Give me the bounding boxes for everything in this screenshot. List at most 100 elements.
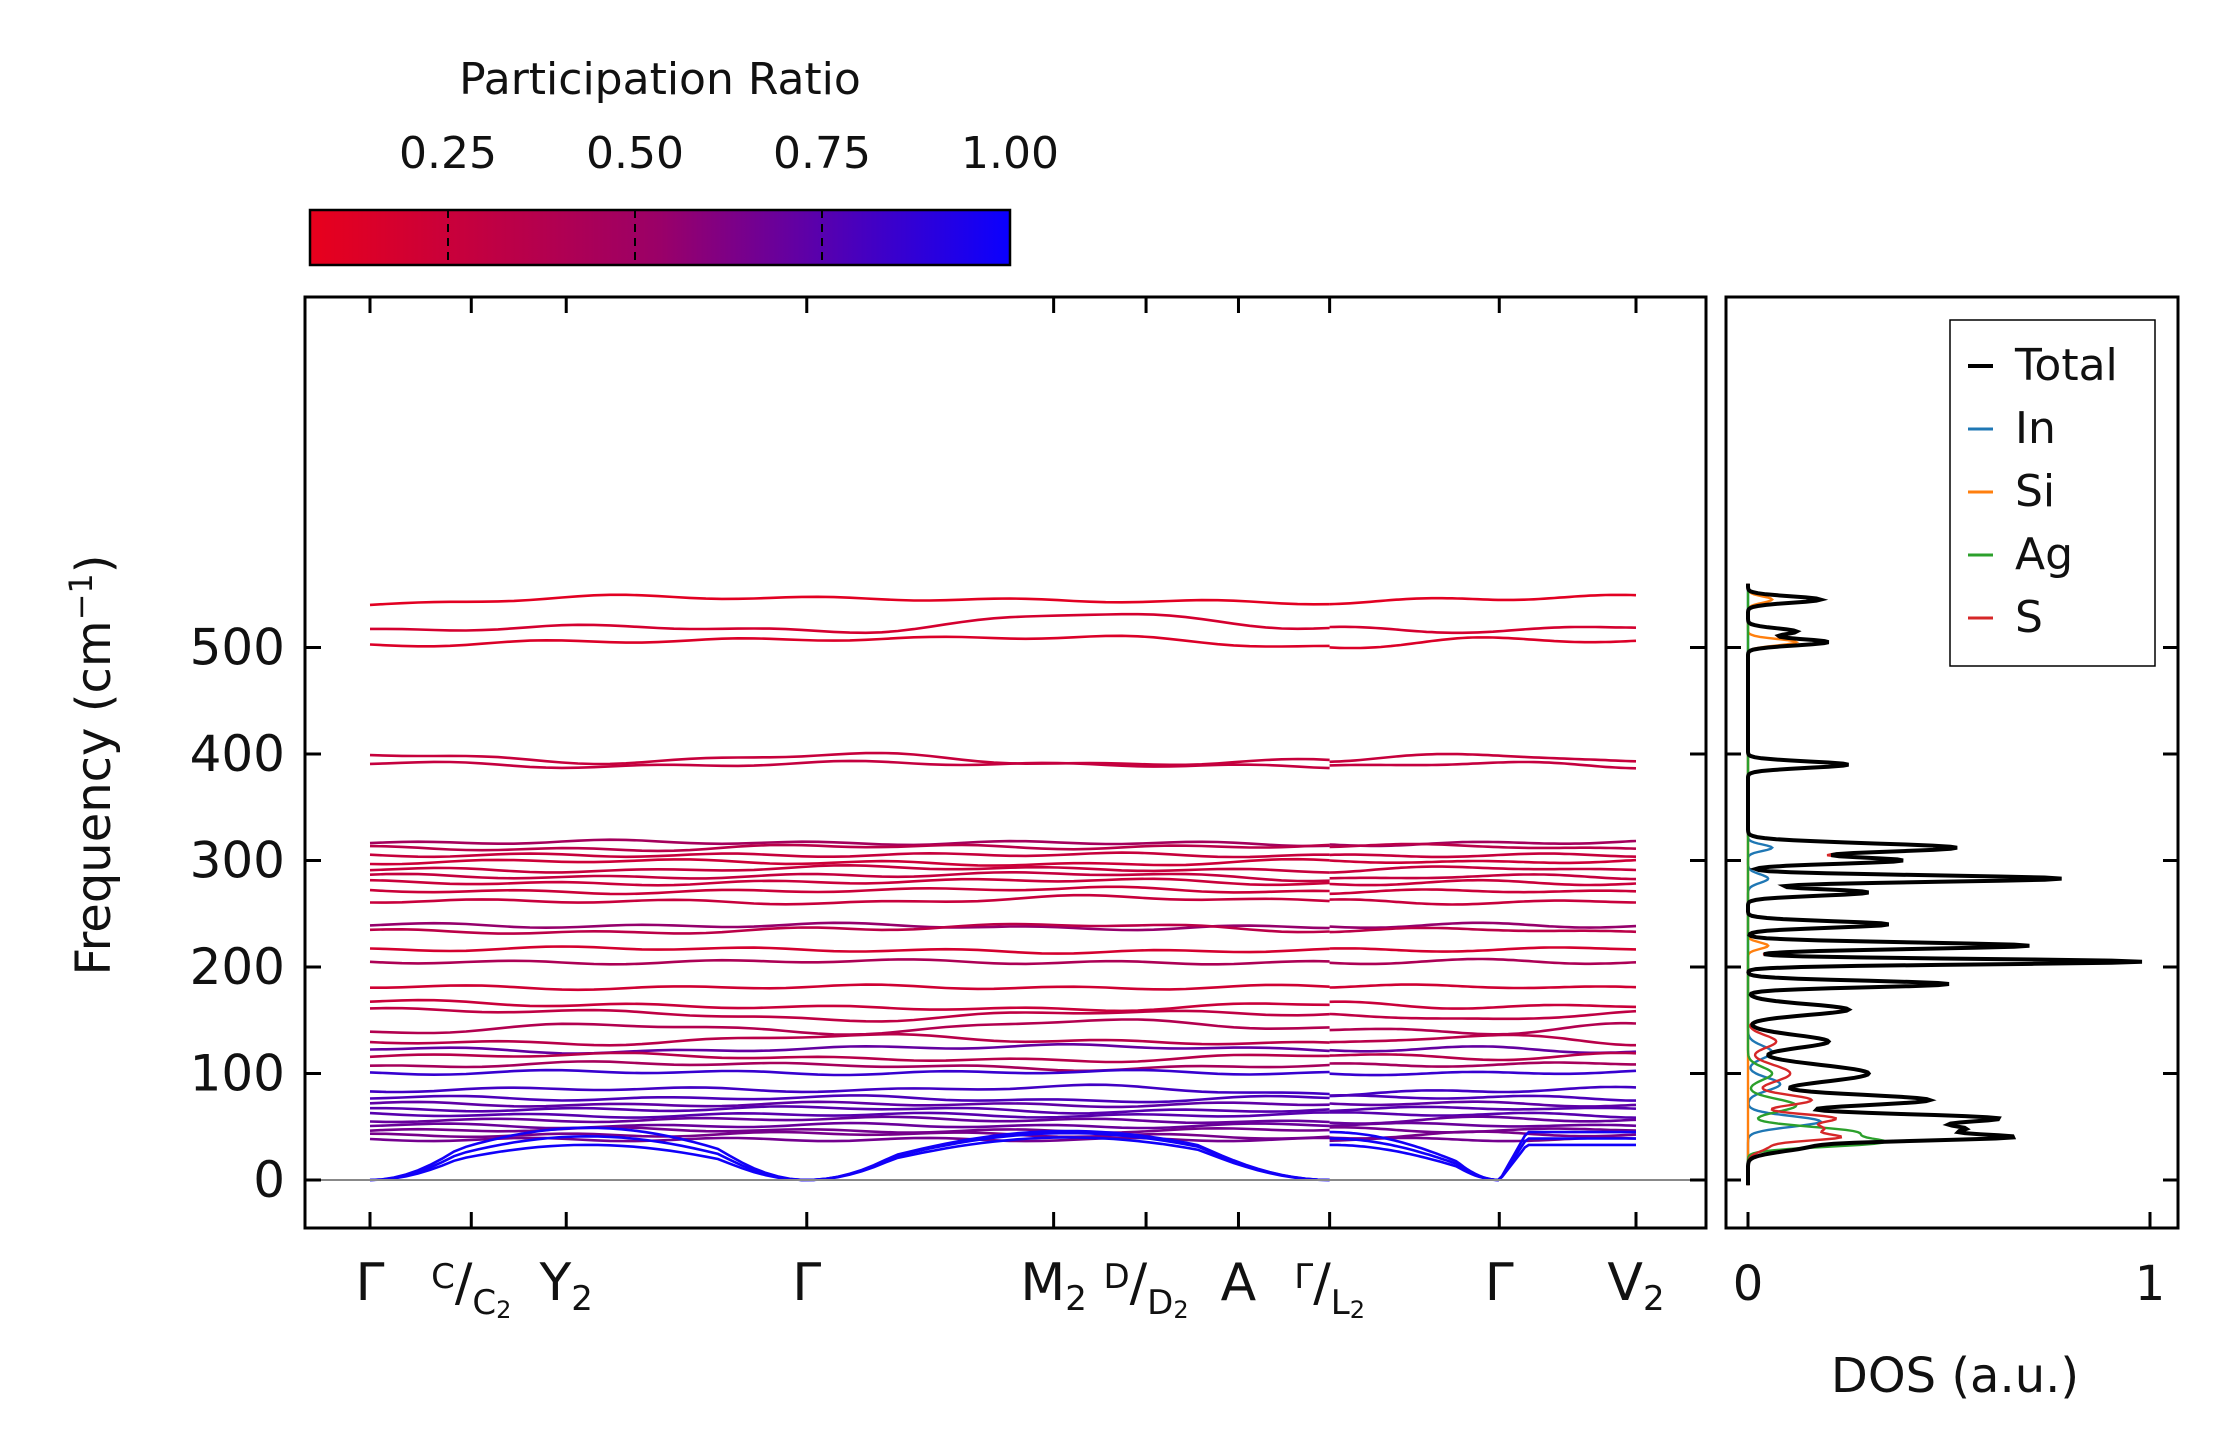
dos-axes-frame [1724,295,2180,1230]
band-axes-frame [303,295,1708,1230]
x-tick-label: A [1221,1253,1257,1313]
phonon-band [1329,1085,1637,1098]
phonon-band [369,1121,1330,1130]
phonon-band [370,983,1330,992]
y-tick-label: 300 [190,832,285,890]
phonon-bands [369,593,1637,1182]
phonon-band [1329,858,1637,865]
phonon-band [370,1105,1330,1115]
legend-label: Total [2014,340,2118,391]
x-tick-label: Γ [356,1253,385,1313]
phonon-band [1329,983,1637,990]
x-tick-label: C/C2 [431,1253,511,1324]
phonon-band [1329,926,1637,934]
colorbar-label: Participation Ratio [459,54,861,105]
phonon-band [1329,878,1637,887]
phonon-band [1329,593,1637,606]
phonon-band [1329,1061,1636,1068]
dos-x-axis-label: DOS (a.u.) [1831,1348,2079,1404]
y-tick-label: 100 [190,1045,285,1103]
acoustic-band [369,1126,1330,1182]
phonon-band [1329,752,1637,764]
colorbar-tick-label: 0.25 [399,128,497,179]
phonon-band [1329,1000,1637,1010]
phonon-band [369,1111,1330,1119]
phonon-band [1329,1100,1637,1108]
phonon-band [369,870,1330,883]
y-tick-label: 200 [190,938,285,996]
phonon-band [1329,842,1637,850]
phonon-band [369,851,1330,859]
phonon-band [1329,865,1637,874]
x-tick-label: Y2 [539,1253,593,1319]
phonon-band [369,843,1330,853]
phonon-band [369,1043,1330,1055]
phonon-band [1329,1069,1637,1077]
phonon-band [369,998,1330,1013]
phonon-band [369,1115,1330,1125]
colorbar-tick-label: 1.00 [961,128,1059,179]
dos-curves [1746,583,2143,1186]
dos-legend: Total In Si Ag S [1949,319,2156,667]
phonon-band [369,1083,1330,1096]
x-tick-label: Γ [792,1253,821,1313]
band-structure-panel: Γ C/C2 Y2 Γ M2D/D2 A Γ/L2 Γ V2 0100200300400500 … [62,295,1708,1324]
phonon-band [369,1032,1330,1047]
phonon-band [369,1006,1330,1023]
phonon-band [369,1060,1330,1073]
phonon-band [1329,921,1637,929]
legend-label: Ag [2015,529,2073,580]
phonon-band [369,1094,1330,1104]
phonon-band [1329,888,1637,896]
phonon-band [1329,625,1637,635]
phonon-band [369,1100,1330,1109]
y-tick-label: 500 [190,619,285,677]
legend-label: Si [2015,466,2055,517]
legend-label: S [2015,592,2043,643]
phonon-band [369,857,1330,867]
x-tick-label: V2 [1607,1253,1664,1319]
phonon-band [370,612,1330,635]
y-tick-label: 0 [253,1151,285,1209]
phonon-band [369,863,1330,874]
legend-label: In [2015,403,2056,454]
phonon-band [1329,1021,1637,1036]
y-axis-label: Frequency (cm−1) [62,554,122,975]
phonon-band [1329,852,1637,859]
phonon-band [369,838,1330,848]
phonon-band [1329,1033,1636,1047]
dos-x-tick-label: 0 [1733,1256,1764,1312]
phonon-band [369,922,1330,935]
phonon-band [369,877,1330,887]
phonon-band [1329,1121,1637,1128]
phonon-band [1329,898,1637,906]
phonon-band [1329,1105,1637,1113]
phonon-band [1329,957,1637,966]
acoustic-band [1329,1143,1636,1182]
colorbar: Participation Ratio 0.25 0.50 0.75 1.00 [308,54,1059,267]
y-tick-label: 400 [190,725,285,783]
phonon-band [369,1051,1330,1064]
phonon-band [1329,1115,1637,1125]
phonon-band [369,593,1330,607]
dos-panel: 0 1 DOS (a.u.) Total In Si Ag S [1724,295,2180,1404]
dos-x-tick-label: 1 [2135,1256,2166,1312]
phonon-band [369,921,1330,932]
phonon-band [1329,873,1637,881]
phonon-band [1329,1045,1637,1055]
phonon-band [369,751,1330,767]
phonon-band [369,1130,1330,1140]
x-tick-label: Γ/L2 [1294,1253,1365,1324]
phonon-band [369,1068,1330,1077]
phonon-band [369,634,1330,648]
phonon-band [369,885,1330,896]
phonon-band [1329,760,1637,770]
phonon-band [1329,946,1637,953]
phonon-band [369,1125,1330,1134]
phonon-band [1329,1094,1636,1102]
phonon-band [1329,1111,1637,1119]
colorbar-gradient [308,208,1012,267]
phonon-band [1329,1009,1637,1021]
phonon-band [369,893,1330,906]
